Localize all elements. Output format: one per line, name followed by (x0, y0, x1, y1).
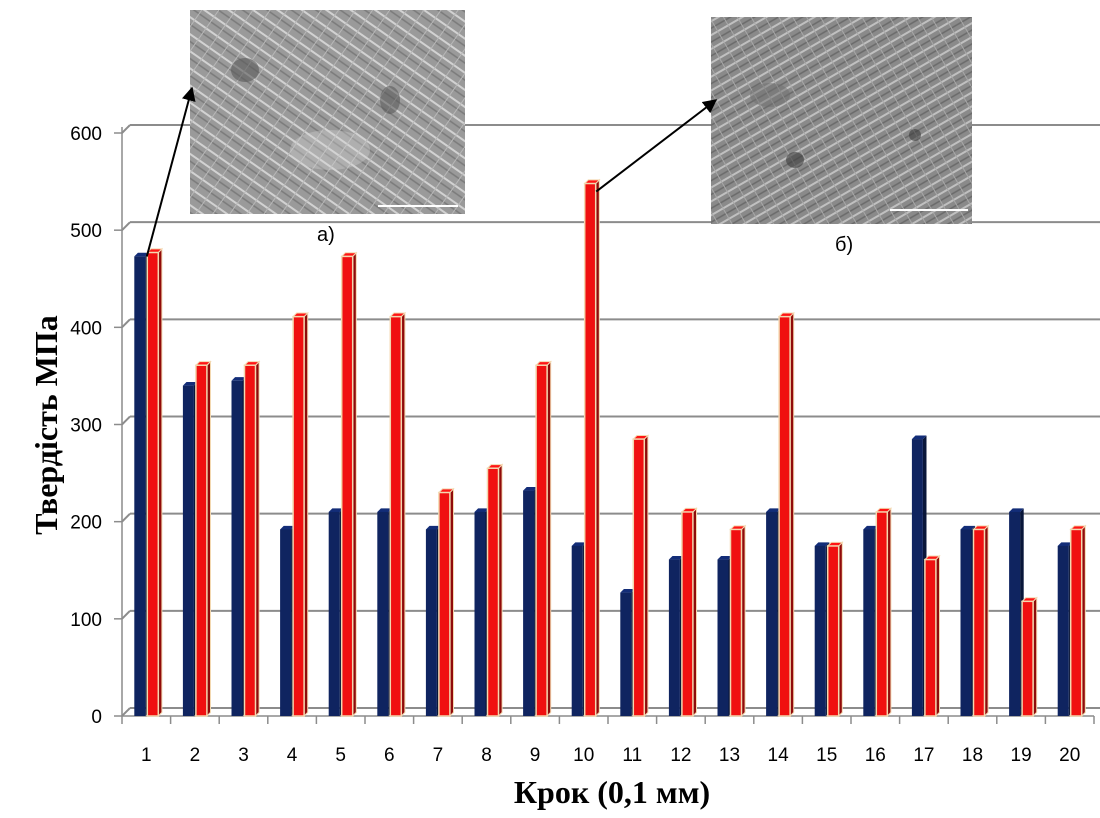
annotation-arrow (145, 86, 196, 257)
x-tick-label: 19 (1011, 745, 1032, 766)
bar-series-2 (826, 541, 844, 718)
x-tick-label: 13 (719, 745, 740, 766)
bar-series-2 (437, 487, 455, 718)
y-axis-title: Твердість МПа (28, 315, 64, 535)
bar-series-2 (729, 524, 747, 718)
gridline-stub (121, 512, 131, 523)
x-tick-label: 11 (622, 745, 642, 766)
bar-series-2 (534, 360, 552, 718)
bar-series-2 (923, 554, 941, 718)
x-tick-label: 3 (238, 745, 249, 766)
gridline-stub (121, 415, 131, 426)
bar-series-2 (875, 507, 893, 718)
y-tick-label: 300 (70, 416, 102, 437)
inset-label-b: б) (835, 234, 853, 256)
gridline-stub (121, 221, 131, 231)
y-tick-label: 500 (70, 221, 102, 242)
x-tick-label: 5 (335, 745, 346, 766)
gridline-stub (121, 707, 131, 717)
bar-series-2 (389, 311, 407, 718)
x-tick-label: 15 (816, 745, 837, 766)
bar-series-2 (1020, 596, 1038, 718)
bar-series-2 (243, 360, 261, 718)
bar-series-2 (777, 311, 795, 718)
micrograph-b (711, 17, 972, 224)
bar-series-2 (146, 247, 164, 718)
y-tick-label: 100 (70, 610, 102, 631)
x-tick-label: 6 (384, 745, 395, 766)
bar-series-2 (340, 251, 358, 718)
gridline-stub (121, 610, 131, 620)
x-tick-label: 10 (573, 745, 594, 766)
x-tick-label: 7 (433, 745, 444, 766)
x-tick-label: 18 (962, 745, 983, 766)
annotation-arrows (145, 86, 718, 257)
x-tick-label: 14 (768, 745, 790, 766)
x-tick-label: 16 (865, 745, 886, 766)
bar-series-2 (1069, 524, 1087, 718)
bar-series-2 (583, 178, 601, 718)
gridline-stub (121, 318, 131, 329)
annotation-arrow (595, 99, 718, 193)
inset-label-a: а) (317, 224, 335, 246)
bar-series-2 (972, 524, 990, 718)
x-tick-label: 1 (141, 745, 152, 766)
bar-series-2 (194, 360, 212, 718)
x-tick-label: 20 (1059, 745, 1080, 766)
x-axis-title: Крок (0,1 мм) (514, 774, 710, 810)
y-tick-label: 400 (70, 318, 102, 339)
y-tick-label: 0 (91, 707, 102, 728)
bar-series-2 (486, 463, 504, 718)
bar-series-2 (680, 507, 698, 718)
bar-series-2 (632, 434, 650, 718)
bars (134, 178, 1087, 718)
bar-series-2 (291, 311, 309, 718)
x-tick-label: 4 (287, 745, 298, 766)
gridline-stub (121, 124, 131, 134)
y-tick-label: 200 (70, 513, 102, 534)
x-tick-label: 8 (481, 745, 492, 766)
micrograph-a (190, 10, 465, 214)
x-tick-label: 9 (530, 745, 541, 766)
y-tick-label: 600 (70, 124, 102, 145)
x-tick-label: 17 (913, 745, 934, 766)
x-tick-label: 12 (670, 745, 691, 766)
x-tick-label: 2 (190, 745, 201, 766)
